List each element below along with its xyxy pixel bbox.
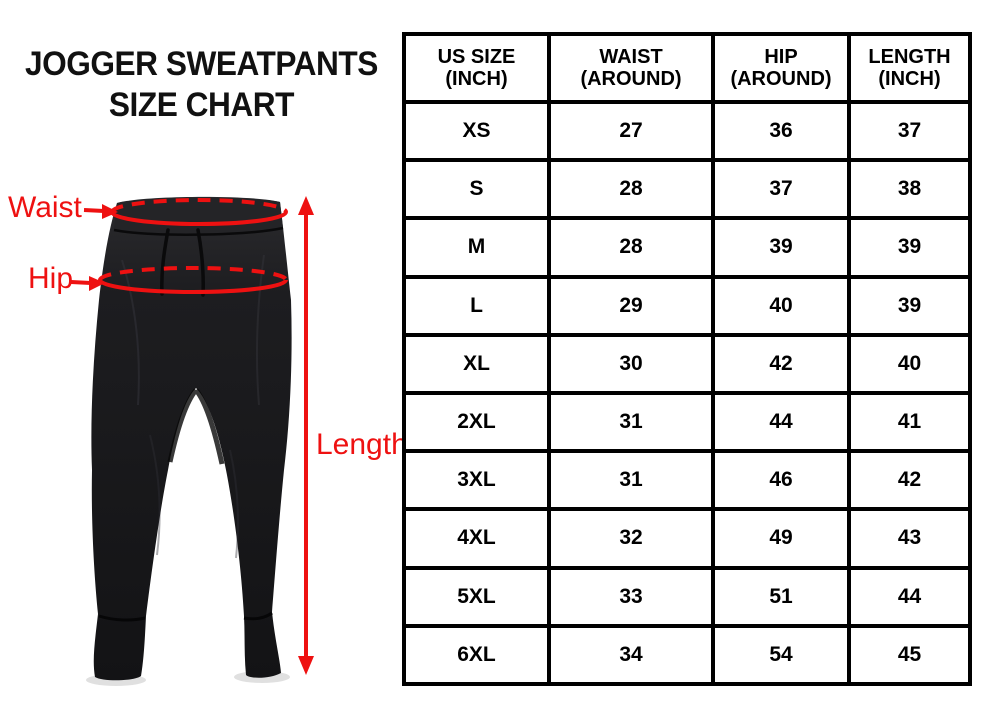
waist-cell: 27 <box>547 99 715 163</box>
size-cell: XL <box>402 332 551 395</box>
hip-arrow-head <box>89 276 105 291</box>
size-cell: 2XL <box>402 390 551 454</box>
waist-cell: 32 <box>547 507 715 570</box>
length-label: Length <box>316 428 408 461</box>
hip-ellipse-dashed <box>98 266 288 281</box>
size-cell: XS <box>402 99 551 163</box>
hip-cell: 40 <box>711 274 851 337</box>
table-row: XL 30 42 40 <box>402 332 972 395</box>
hip-ellipse-solid <box>98 279 288 294</box>
col-header-hip-line2: (AROUND) <box>730 68 832 90</box>
waist-cell: 31 <box>547 449 715 512</box>
waist-cell: 30 <box>547 332 715 395</box>
col-header-length-line2: (INCH) <box>878 68 941 90</box>
size-cell: M <box>402 216 551 279</box>
length-cell: 44 <box>847 565 972 628</box>
col-header-size: US SIZE (INCH) <box>402 32 551 104</box>
length-cell: 45 <box>847 623 972 687</box>
waist-cell: 31 <box>547 390 715 454</box>
page-title: JOGGER SWEATPANTS SIZE CHART <box>14 44 389 126</box>
hip-cell: 39 <box>711 216 851 279</box>
measurement-annotations <box>70 196 314 675</box>
waist-cell: 28 <box>547 216 715 279</box>
col-header-hip-line1: HIP <box>764 46 798 68</box>
size-cell: 3XL <box>402 449 551 512</box>
table-row: L 29 40 39 <box>402 274 972 337</box>
waist-label: Waist <box>8 191 82 224</box>
col-header-waist-line2: (AROUND) <box>580 68 682 90</box>
waist-ellipse-dashed <box>110 198 288 213</box>
hip-cell: 44 <box>711 390 851 454</box>
length-arrow-head-up <box>298 196 314 215</box>
page-title-line1: JOGGER SWEATPANTS <box>25 45 378 83</box>
col-header-waist-line1: WAIST <box>599 46 663 68</box>
jogger-pants-image <box>70 196 314 686</box>
size-cell: 6XL <box>402 623 551 687</box>
waist-ellipse-solid <box>110 211 288 226</box>
hip-cell: 51 <box>711 565 851 628</box>
size-cell: 5XL <box>402 565 551 628</box>
size-cell: L <box>402 274 551 337</box>
waist-arrow-head <box>102 204 118 219</box>
size-table: US SIZE (INCH) WAIST (AROUND) HIP (AROUN… <box>402 32 972 687</box>
fold-highlight <box>229 449 239 559</box>
hip-cell: 49 <box>711 507 851 570</box>
length-cell: 37 <box>847 99 972 163</box>
col-header-length-line1: LENGTH <box>868 46 951 68</box>
col-header-size-line1: US SIZE <box>437 46 516 68</box>
hip-cell: 36 <box>711 99 851 163</box>
waist-cell: 34 <box>547 623 715 687</box>
waist-cell: 33 <box>547 565 715 628</box>
pants-silhouette <box>91 196 292 681</box>
length-cell: 41 <box>847 390 972 454</box>
crotch-shadow <box>167 388 225 465</box>
table-row: XS 27 36 37 <box>402 99 972 163</box>
hip-label: Hip <box>28 262 74 295</box>
size-cell: S <box>402 158 551 221</box>
size-cell: 4XL <box>402 507 551 570</box>
waist-cell: 28 <box>547 158 715 221</box>
cuff-seam-left <box>98 614 146 622</box>
fold-highlight <box>149 434 161 556</box>
fold-highlight <box>121 259 140 406</box>
left-panel: JOGGER SWEATPANTS SIZE CHART <box>0 0 408 705</box>
length-cell: 40 <box>847 332 972 395</box>
table-row: 4XL 32 49 43 <box>402 507 972 570</box>
hip-cell: 46 <box>711 449 851 512</box>
waistband <box>114 197 283 235</box>
table-row: 2XL 31 44 41 <box>402 390 972 454</box>
table-row: 5XL 33 51 44 <box>402 565 972 628</box>
table-row: 6XL 34 54 45 <box>402 623 972 687</box>
drawstring-right <box>196 228 205 297</box>
length-arrow-head-down <box>298 656 314 675</box>
drawstring-left <box>160 228 170 296</box>
hip-cell: 54 <box>711 623 851 687</box>
waist-arrow-line <box>83 208 105 213</box>
hip-arrow-line <box>70 280 92 285</box>
table-row: M 28 39 39 <box>402 216 972 279</box>
length-cell: 38 <box>847 158 972 221</box>
col-header-hip: HIP (AROUND) <box>711 32 851 104</box>
header-row: US SIZE (INCH) WAIST (AROUND) HIP (AROUN… <box>402 32 972 104</box>
col-header-waist: WAIST (AROUND) <box>547 32 715 104</box>
waist-cell: 29 <box>547 274 715 337</box>
col-header-size-line2: (INCH) <box>445 68 508 90</box>
table-row: S 28 37 38 <box>402 158 972 221</box>
length-cell: 43 <box>847 507 972 570</box>
length-cell: 39 <box>847 216 972 279</box>
hip-cell: 37 <box>711 158 851 221</box>
length-cell: 39 <box>847 274 972 337</box>
length-cell: 42 <box>847 449 972 512</box>
cuff-seam-right <box>243 611 273 621</box>
col-header-length: LENGTH (INCH) <box>847 32 972 104</box>
size-table-body: XS 27 36 37 S 28 37 38 M 28 39 39 L 29 40 39 XL 30 42 40 2XL… <box>402 99 972 687</box>
hip-cell: 42 <box>711 332 851 395</box>
page-title-line2: SIZE CHART <box>108 86 295 124</box>
table-row: 3XL 31 46 42 <box>402 449 972 512</box>
